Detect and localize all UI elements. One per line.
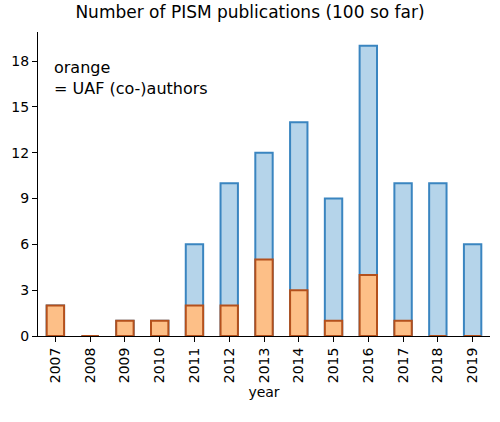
svg-text:2019: 2019 <box>464 348 480 384</box>
svg-text:3: 3 <box>20 282 29 298</box>
svg-text:9: 9 <box>20 190 29 206</box>
svg-text:2018: 2018 <box>429 348 445 384</box>
svg-text:2008: 2008 <box>82 348 98 384</box>
svg-text:2015: 2015 <box>325 348 341 384</box>
svg-text:Number of PISM publications (1: Number of PISM publications (100 so far) <box>75 2 424 22</box>
svg-text:2011: 2011 <box>186 348 202 384</box>
svg-text:2007: 2007 <box>47 348 63 384</box>
svg-text:18: 18 <box>11 53 29 69</box>
svg-text:2014: 2014 <box>290 348 306 384</box>
svg-text:2010: 2010 <box>151 348 167 384</box>
svg-text:2017: 2017 <box>395 348 411 384</box>
svg-text:2012: 2012 <box>221 348 237 384</box>
svg-text:0: 0 <box>20 328 29 344</box>
svg-text:6: 6 <box>20 236 29 252</box>
svg-text:15: 15 <box>11 99 29 115</box>
svg-text:year: year <box>248 384 279 400</box>
svg-text:12: 12 <box>11 145 29 161</box>
svg-text:2016: 2016 <box>360 348 376 384</box>
svg-text:2013: 2013 <box>256 348 272 384</box>
svg-text:2009: 2009 <box>116 348 132 384</box>
svg-text:orange= UAF (co-)authors: orange= UAF (co-)authors <box>54 58 208 98</box>
